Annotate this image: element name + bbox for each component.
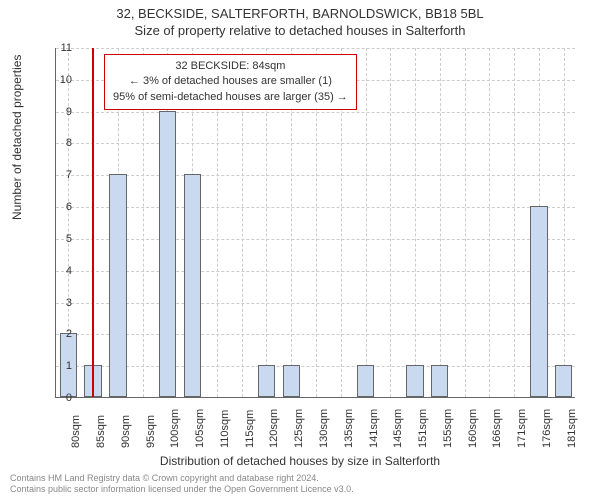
bar: [406, 365, 423, 397]
x-axis-label: Distribution of detached houses by size …: [0, 454, 600, 468]
ytick-label: 8: [52, 137, 72, 149]
xtick-label: 155sqm: [442, 398, 454, 448]
xtick-label: 100sqm: [169, 398, 181, 448]
ytick-label: 3: [52, 297, 72, 309]
xtick-label: 135sqm: [343, 398, 355, 448]
xtick-label: 145sqm: [392, 398, 404, 448]
ytick-label: 1: [52, 360, 72, 372]
footer-line1: Contains HM Land Registry data © Crown c…: [10, 473, 354, 485]
annotation-box: 32 BECKSIDE: 84sqm← 3% of detached house…: [104, 54, 357, 110]
gridline-v: [415, 48, 416, 397]
annotation-line3: 95% of semi-detached houses are larger (…: [113, 90, 348, 105]
xtick-label: 125sqm: [293, 398, 305, 448]
xtick-label: 151sqm: [417, 398, 429, 448]
gridline-v: [564, 48, 565, 397]
xtick-label: 80sqm: [70, 398, 82, 448]
bar: [431, 365, 448, 397]
gridline-v: [390, 48, 391, 397]
xtick-label: 95sqm: [145, 398, 157, 448]
xtick-label: 90sqm: [120, 398, 132, 448]
xtick-label: 115sqm: [244, 398, 256, 448]
annotation-line2: ← 3% of detached houses are smaller (1): [113, 74, 348, 89]
ytick-label: 2: [52, 328, 72, 340]
plot: 32 BECKSIDE: 84sqm← 3% of detached house…: [55, 48, 575, 398]
gridline-v: [489, 48, 490, 397]
bar: [283, 365, 300, 397]
xtick-label: 85sqm: [95, 398, 107, 448]
ytick-label: 5: [52, 233, 72, 245]
gridline-v: [465, 48, 466, 397]
y-axis-label: Number of detached properties: [10, 55, 24, 220]
ytick-label: 4: [52, 265, 72, 277]
ytick-label: 7: [52, 169, 72, 181]
ytick-label: 11: [52, 42, 72, 54]
bar: [530, 206, 547, 397]
xtick-label: 105sqm: [194, 398, 206, 448]
ytick-label: 9: [52, 106, 72, 118]
bar: [357, 365, 374, 397]
xtick-label: 160sqm: [467, 398, 479, 448]
xtick-label: 120sqm: [268, 398, 280, 448]
ytick-label: 10: [52, 74, 72, 86]
xtick-label: 130sqm: [318, 398, 330, 448]
ytick-label: 0: [52, 392, 72, 404]
xtick-label: 176sqm: [541, 398, 553, 448]
xtick-label: 171sqm: [516, 398, 528, 448]
reference-line: [92, 48, 94, 397]
bar: [159, 111, 176, 397]
annotation-line1: 32 BECKSIDE: 84sqm: [113, 59, 348, 74]
bar: [109, 174, 126, 397]
footer-line2: Contains public sector information licen…: [10, 484, 354, 496]
xtick-label: 166sqm: [491, 398, 503, 448]
xtick-label: 110sqm: [219, 398, 231, 448]
ytick-label: 6: [52, 201, 72, 213]
bar: [555, 365, 572, 397]
footer: Contains HM Land Registry data © Crown c…: [10, 473, 354, 496]
xtick-label: 181sqm: [566, 398, 578, 448]
bar: [258, 365, 275, 397]
chart-container: 32, BECKSIDE, SALTERFORTH, BARNOLDSWICK,…: [0, 0, 600, 500]
gridline-v: [366, 48, 367, 397]
gridline-v: [514, 48, 515, 397]
bar: [184, 174, 201, 397]
chart-area: 32 BECKSIDE: 84sqm← 3% of detached house…: [55, 48, 575, 398]
page-title-line1: 32, BECKSIDE, SALTERFORTH, BARNOLDSWICK,…: [0, 0, 600, 21]
page-title-line2: Size of property relative to detached ho…: [0, 21, 600, 38]
xtick-label: 141sqm: [368, 398, 380, 448]
gridline-v: [440, 48, 441, 397]
